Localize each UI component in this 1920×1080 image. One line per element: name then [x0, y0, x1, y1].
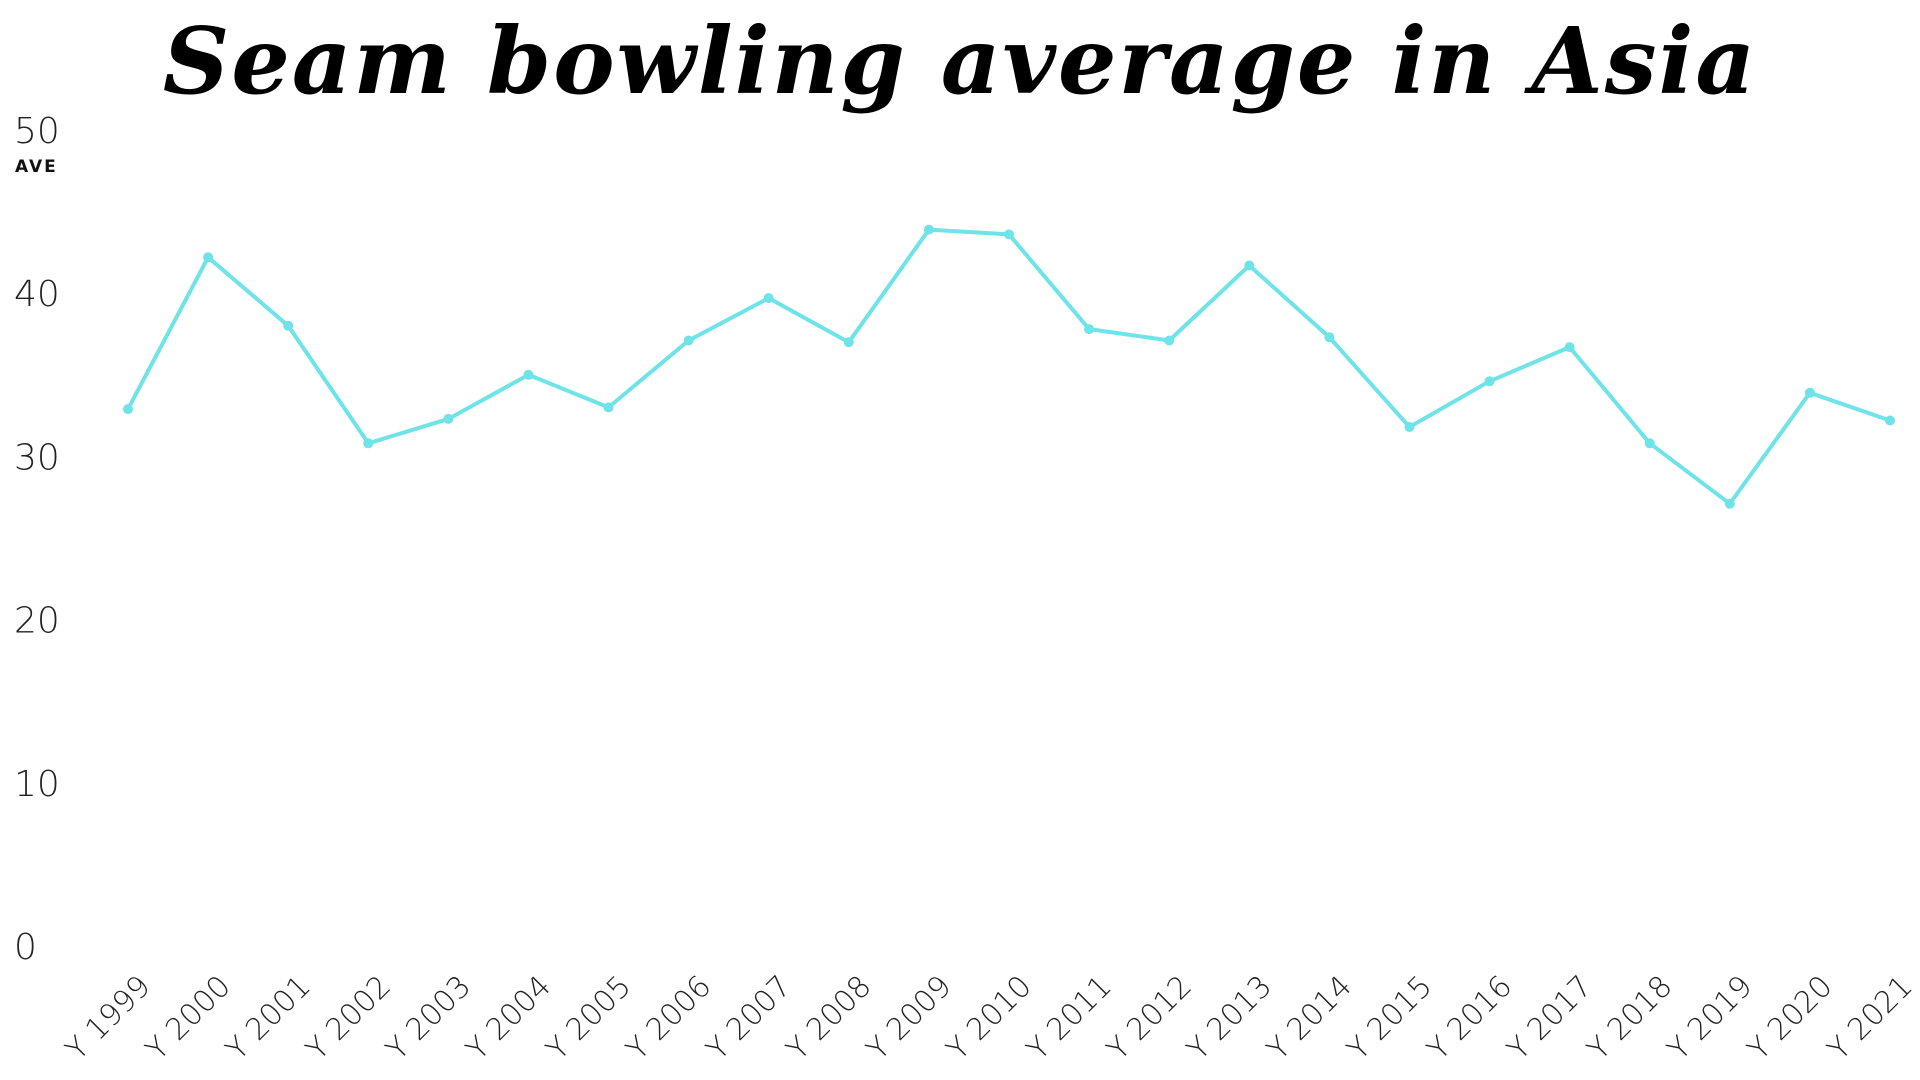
x-tick-label: Y 2018: [1581, 969, 1679, 1067]
data-point: [1084, 324, 1095, 335]
y-tick-label: 0: [14, 927, 37, 968]
data-point: [1324, 332, 1335, 343]
data-point: [123, 404, 133, 415]
x-tick-label: Y 2003: [380, 969, 478, 1067]
data-point: [1804, 387, 1815, 398]
data-point: [1404, 422, 1415, 432]
data-point: [203, 252, 214, 263]
data-point: [1244, 260, 1255, 271]
data-point: [1885, 415, 1895, 426]
data-point: [1564, 342, 1575, 353]
x-tick-label: Y 2000: [139, 969, 237, 1067]
x-tick-label: Y 2017: [1501, 969, 1599, 1067]
data-point: [443, 413, 454, 424]
series-layer: [123, 224, 1895, 509]
data-point: [1004, 229, 1014, 240]
x-tick-label: Y 2002: [299, 969, 397, 1067]
y-tick-label: 20: [14, 601, 60, 642]
x-tick-label: Y 2004: [460, 969, 558, 1067]
x-tick-label: Y 2007: [700, 969, 798, 1067]
x-tick-label: Y 2014: [1261, 969, 1359, 1067]
y-axis-label: AVE: [15, 157, 58, 177]
y-tick-label: 40: [14, 274, 60, 315]
x-tick-label: Y 2008: [780, 969, 878, 1067]
data-point: [1724, 498, 1735, 509]
x-tick-label: Y 1999: [59, 969, 157, 1067]
x-tick-label: Y 2013: [1180, 969, 1278, 1067]
y-tick-label: 10: [14, 764, 60, 805]
data-point: [843, 337, 854, 348]
x-tick-label: Y 2006: [620, 969, 718, 1067]
x-tick-label: Y 2010: [940, 969, 1038, 1067]
x-tick-label: Y 2021: [1821, 969, 1919, 1067]
series-line: [126, 227, 1892, 506]
y-axis-ticks: 0 10 20 30 40 50: [14, 111, 60, 968]
x-tick-label: Y 2012: [1100, 969, 1198, 1067]
x-tick-label: Y 2009: [860, 969, 958, 1067]
data-point: [1164, 335, 1175, 346]
x-tick-label: Y 2011: [1020, 969, 1118, 1067]
y-tick-label: 30: [14, 437, 60, 478]
data-point: [923, 224, 934, 235]
data-point: [1484, 376, 1495, 387]
data-point: [363, 438, 374, 449]
x-tick-label: Y 2019: [1661, 969, 1759, 1067]
data-point: [283, 320, 294, 331]
data-point: [763, 293, 774, 304]
x-tick-label: Y 2016: [1421, 969, 1519, 1067]
data-point: [603, 402, 614, 413]
data-point: [523, 369, 534, 380]
y-tick-label: 50: [14, 111, 60, 152]
chart-title: Seam bowling average in Asia: [162, 7, 1758, 115]
x-tick-label: Y 2001: [219, 969, 317, 1067]
data-point: [1644, 438, 1655, 449]
data-point: [683, 335, 694, 346]
x-tick-label: Y 2015: [1341, 969, 1439, 1067]
x-tick-label: Y 2005: [540, 969, 638, 1067]
x-tick-label: Y 2020: [1741, 969, 1839, 1067]
